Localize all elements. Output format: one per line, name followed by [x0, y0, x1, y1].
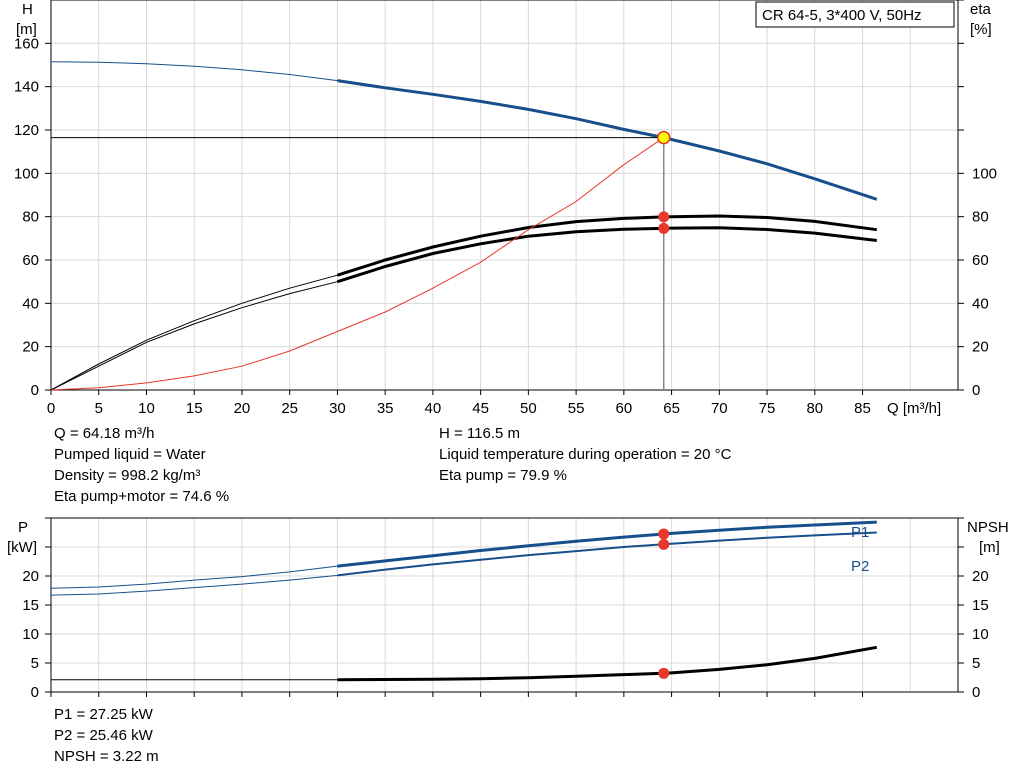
top-y-tick-left: 80 [22, 209, 39, 226]
series-head-line [337, 79, 878, 201]
marker-npsh [658, 667, 670, 679]
legend-P2: P2 [851, 558, 869, 575]
marker-head [657, 130, 671, 145]
bottom-y-tick-left: 20 [22, 568, 39, 585]
top-y-tick-left: 60 [22, 252, 39, 269]
series-head-line-thin [50, 61, 338, 82]
x-tick-label: 50 [520, 400, 537, 417]
x-tick-label: 45 [472, 400, 489, 417]
top-y-tick-right: 40 [972, 295, 989, 312]
x-tick-label: 20 [234, 400, 251, 417]
x-tick-label: 80 [806, 400, 823, 417]
bottom-y-tick-left: 10 [22, 626, 39, 643]
info-top-left: Q = 64.18 m³/h Pumped liquid = Water Den… [54, 423, 229, 507]
top-y-tick-left: 20 [22, 339, 39, 356]
top-y-tick-left: 120 [14, 122, 39, 139]
title-box [755, 1, 955, 28]
top-y-tick-left: 0 [31, 382, 39, 399]
bottom-y-tick-right: 10 [972, 626, 989, 643]
series-eta_total-line [336, 226, 877, 284]
x-tick-label: 55 [568, 400, 585, 417]
x-tick-label: 5 [95, 400, 103, 417]
top-y-tick-right: 0 [972, 382, 980, 399]
series-system-line [50, 137, 665, 391]
top-series [50, 61, 878, 391]
series-eta_pump-line [336, 214, 877, 277]
info-bottom: P1 = 27.25 kW P2 = 25.46 kW NPSH = 3.22 … [54, 704, 159, 767]
series-eta_pump-line-thin [50, 274, 338, 391]
x-tick-label: 30 [329, 400, 346, 417]
bottom-y-tick-right: 5 [972, 655, 980, 672]
top-y-tick-right: 60 [972, 252, 989, 269]
info-density: Density = 998.2 kg/m³ [54, 467, 201, 484]
x-tick-label: 70 [711, 400, 728, 417]
top-y-tick-left: 100 [14, 165, 39, 182]
top-y-tick-right: 100 [972, 165, 997, 182]
info-eta-total: Eta pump+motor = 74.6 % [54, 488, 230, 505]
legend-P1: P1 [851, 524, 869, 541]
x-tick-label: 35 [377, 400, 394, 417]
x-tick-label: 40 [425, 400, 442, 417]
top-y-label-right: eta [970, 1, 992, 18]
bottom-y-tick-left: 15 [22, 597, 39, 614]
top-y-tick-left: 40 [22, 295, 39, 312]
x-tick-label: 0 [47, 400, 55, 417]
x-tick-label: 10 [138, 400, 155, 417]
top-y-tick-right: 20 [972, 339, 989, 356]
x-tick-label: 85 [854, 400, 871, 417]
top-y-unit-left: [m] [16, 21, 37, 38]
info-npsh: NPSH = 3.22 m [54, 748, 159, 765]
x-tick-label: 60 [615, 400, 632, 417]
marker-p1 [658, 528, 670, 540]
top-y-tick-left: 140 [14, 79, 39, 96]
bottom-y-tick-right: 0 [972, 684, 980, 701]
marker-eta-total [658, 222, 670, 234]
top-y-tick-left: 160 [14, 35, 39, 52]
bottom-y-label-right: NPSH [967, 519, 1009, 536]
info-eta-pump: Eta pump = 79.9 % [439, 467, 567, 484]
bottom-grid [50, 517, 959, 693]
info-temperature: Liquid temperature during operation = 20… [439, 446, 732, 463]
x-tick-label: 15 [186, 400, 203, 417]
marker-p2 [658, 538, 670, 550]
bottom-y-unit-left: [kW] [7, 539, 37, 556]
series-P2-line [337, 531, 877, 577]
series-P1-line-thin [50, 565, 338, 589]
tick-labels: 0 5 10 15 20 25 30 35 40 45 50 55 60 65 70 75 80 85020406… [14, 0, 997, 701]
top-y-tick-right: 80 [972, 209, 989, 226]
bottom-y-tick-right: 15 [972, 597, 989, 614]
bottom-y-tick-left: 0 [31, 684, 39, 701]
series-eta_total-line-thin [50, 281, 338, 391]
operating-point-markers [51, 130, 671, 679]
info-top-right: H = 116.5 m Liquid temperature during op… [439, 423, 731, 486]
top-y-label-left: H [22, 1, 33, 18]
x-tick-label: 65 [663, 400, 680, 417]
series-npsh-line [337, 645, 878, 682]
info-liquid: Pumped liquid = Water [54, 446, 206, 463]
series-P2-line-thin [50, 574, 338, 596]
info-flow: Q = 64.18 m³/h [54, 425, 155, 442]
x-axis-label: Q [m³/h] [887, 400, 941, 417]
marker-eta-pump [658, 211, 670, 223]
top-y-unit-right: [%] [970, 21, 992, 38]
x-tick-label: 25 [281, 400, 298, 417]
info-p2: P2 = 25.46 kW [54, 727, 153, 744]
info-p1: P1 = 27.25 kW [54, 706, 153, 723]
bottom-y-label-left: P [18, 519, 28, 536]
chart-title: CR 64-5, 3*400 V, 50Hz [762, 7, 922, 24]
bottom-y-tick-left: 5 [31, 655, 39, 672]
bottom-y-unit-right: [m] [979, 539, 1000, 556]
x-tick-label: 75 [759, 400, 776, 417]
top-grid [50, 0, 959, 391]
bottom-series [50, 520, 878, 682]
top-plot-frame [50, 0, 959, 391]
info-head: H = 116.5 m [439, 425, 521, 442]
bottom-y-tick-right: 20 [972, 568, 989, 585]
series-P1-line [337, 520, 877, 568]
